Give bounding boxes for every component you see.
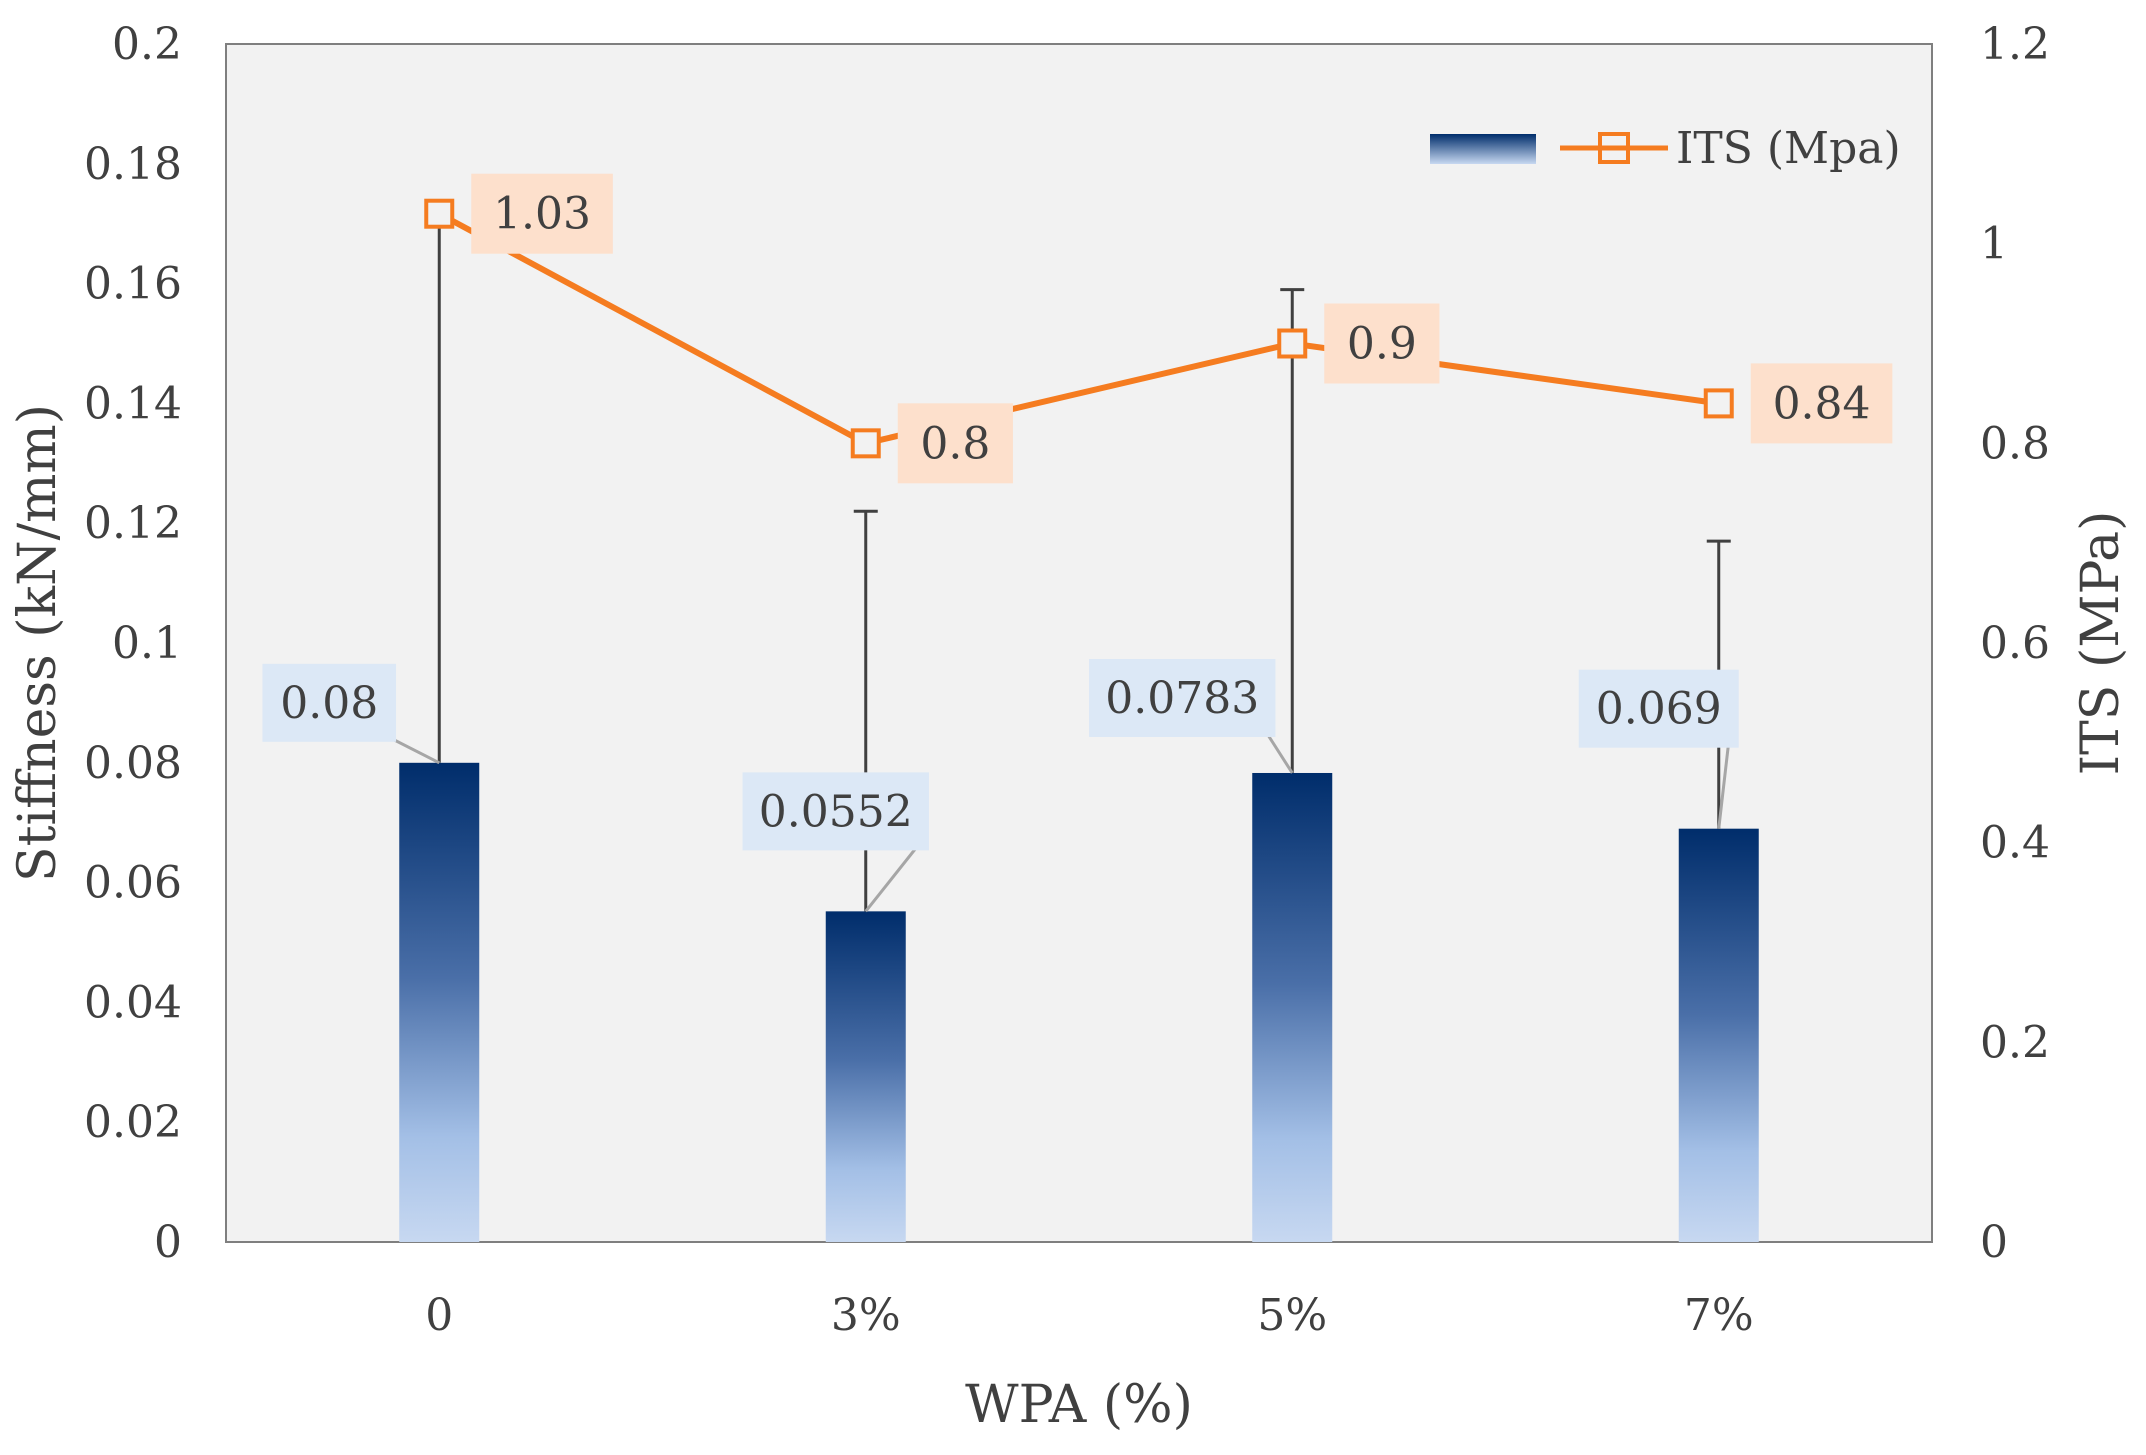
bar bbox=[1678, 828, 1759, 1242]
x-axis-title: WPA (%) bbox=[965, 1375, 1193, 1435]
line-data-label: 0.8 bbox=[920, 418, 990, 469]
legend-marker-icon bbox=[1598, 132, 1630, 164]
y2-tick-label: 1 bbox=[1980, 219, 2008, 270]
y-tick-label: 0.2 bbox=[112, 19, 182, 70]
right-axis-ticks: 0 0.2 0.4 0.6 0.8 1 1.2 bbox=[1980, 19, 2050, 1268]
y2-tick-label: 0.4 bbox=[1980, 818, 2050, 869]
x-tick-label: 0 bbox=[425, 1290, 453, 1341]
y2-axis-title: ITS (MPa) bbox=[2071, 511, 2131, 776]
bar bbox=[1252, 772, 1333, 1242]
y2-tick-label: 0.8 bbox=[1980, 418, 2050, 469]
its-line bbox=[437, 211, 1720, 447]
y-tick-label: 0.14 bbox=[84, 378, 182, 429]
legend-bar-swatch bbox=[1430, 134, 1536, 164]
bar-series bbox=[399, 762, 1759, 1242]
its-point-marker bbox=[1703, 388, 1734, 419]
line-data-labels: 1.03 0.8 0.9 0.84 bbox=[471, 173, 1893, 484]
y2-tick-label: 1.2 bbox=[1980, 19, 2050, 70]
bar-label-box bbox=[262, 663, 397, 742]
bar-data-label: 0.08 bbox=[280, 678, 378, 729]
its-point-marker bbox=[850, 428, 881, 459]
y-tick-label: 0.04 bbox=[84, 977, 182, 1028]
y2-tick-label: 0.2 bbox=[1980, 1017, 2050, 1068]
bar bbox=[399, 762, 480, 1242]
y-tick-label: 0.02 bbox=[84, 1097, 182, 1148]
line-label-box bbox=[1324, 303, 1440, 384]
x-tick-label: 7% bbox=[1684, 1290, 1754, 1341]
legend: ITS (Mpa) bbox=[1430, 123, 1901, 174]
y2-tick-label: 0.6 bbox=[1980, 618, 2050, 669]
x-tick-label: 3% bbox=[831, 1290, 901, 1341]
line-label-box bbox=[1750, 363, 1893, 444]
its-line-series bbox=[424, 198, 1734, 459]
y-tick-label: 0 bbox=[154, 1217, 182, 1268]
bar-label-box bbox=[1089, 658, 1276, 737]
y-axis-title: Stiffness (kN/mm) bbox=[8, 404, 68, 882]
bar-data-label: 0.069 bbox=[1596, 684, 1722, 735]
line-data-label: 0.9 bbox=[1347, 319, 1417, 370]
left-axis-ticks: 0 0.02 0.04 0.06 0.08 0.1 0.12 0.14 0.16 0.18 0.2 bbox=[84, 19, 182, 1268]
bar bbox=[825, 911, 906, 1242]
bar-label-box bbox=[1578, 669, 1739, 748]
legend-line-label: ITS (Mpa) bbox=[1676, 123, 1901, 174]
its-point-marker bbox=[1277, 328, 1308, 359]
y-tick-label: 0.12 bbox=[84, 498, 182, 549]
y-tick-label: 0.18 bbox=[84, 139, 182, 190]
bar-data-label: 0.0783 bbox=[1105, 673, 1259, 724]
y-tick-label: 0.16 bbox=[84, 259, 182, 310]
y-tick-label: 0.1 bbox=[112, 618, 182, 669]
line-data-label: 0.84 bbox=[1773, 378, 1871, 429]
y2-tick-label: 0 bbox=[1980, 1217, 2008, 1268]
x-tick-label: 5% bbox=[1257, 1290, 1327, 1341]
y-tick-label: 0.08 bbox=[84, 738, 182, 789]
bar-data-label: 0.0552 bbox=[759, 786, 913, 837]
x-axis-ticks: 0 3% 5% 7% bbox=[425, 1290, 1753, 1341]
line-data-label: 1.03 bbox=[493, 189, 591, 240]
bar-data-labels: 0.08 0.0552 0.0783 0.069 bbox=[262, 658, 1739, 851]
y-tick-label: 0.06 bbox=[84, 858, 182, 909]
bar-label-box bbox=[742, 772, 929, 851]
its-point-marker bbox=[424, 198, 455, 229]
line-label-box bbox=[471, 173, 613, 254]
line-label-box bbox=[897, 403, 1013, 484]
